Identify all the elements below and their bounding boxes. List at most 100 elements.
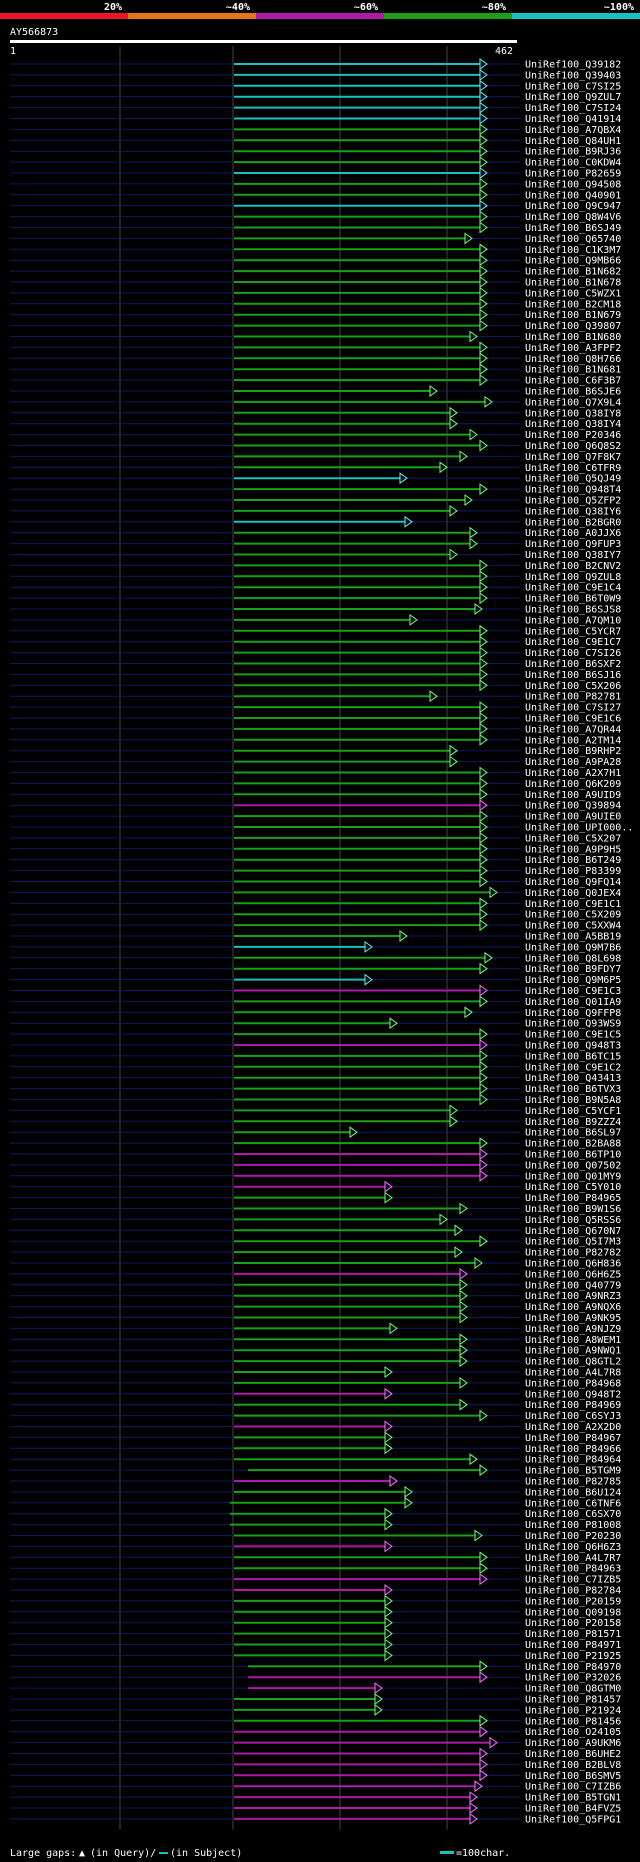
hit-label[interactable]: UniRef100_P81008 [525,1520,621,1531]
hit-row[interactable]: UniRef100_P84971 [10,1638,621,1652]
hit-label[interactable]: UniRef100_B1N682 [525,267,621,278]
hit-label[interactable]: UniRef100_A2X2D0 [525,1422,621,1433]
hit-row[interactable]: UniRef100_Q9C947 [10,199,621,213]
hit-label[interactable]: UniRef100_Q9ZUL8 [525,572,621,583]
hit-row[interactable]: UniRef100_Q9FFP8 [10,1006,621,1019]
hit-label[interactable]: UniRef100_Q8GTM0 [525,1684,621,1695]
hit-row[interactable]: UniRef100_C5Y010 [10,1180,621,1194]
hit-label[interactable]: UniRef100_Q6H836 [525,1259,621,1270]
hit-label[interactable]: UniRef100_B1N681 [525,365,621,376]
hit-label[interactable]: UniRef100_P81571 [525,1629,621,1640]
hit-row[interactable]: UniRef100_B4FVZ5 [10,1802,621,1815]
hit-row[interactable]: UniRef100_P20158 [10,1616,621,1630]
hit-row[interactable]: UniRef100_A9P9H5 [10,842,621,856]
hit-label[interactable]: UniRef100_B9RHP2 [525,746,621,757]
hit-label[interactable]: UniRef100_B6SMV5 [525,1771,621,1782]
hit-row[interactable]: UniRef100_Q40779 [10,1278,621,1292]
hit-row[interactable]: UniRef100_B2BA88 [10,1137,621,1150]
hit-label[interactable]: UniRef100_A9PA28 [525,757,621,768]
hit-label[interactable]: UniRef100_P20158 [525,1618,621,1629]
hit-label[interactable]: UniRef100_C7SI26 [525,648,621,659]
hit-label[interactable]: UniRef100_Q8H766 [525,354,621,365]
hit-row[interactable]: UniRef100_A9NWQ1 [10,1344,621,1357]
hit-label[interactable]: UniRef100_B2BGR0 [525,517,621,528]
hit-row[interactable]: UniRef100_P82781 [10,690,621,703]
hit-row[interactable]: UniRef100_Q38IY8 [10,406,621,420]
hit-row[interactable]: UniRef100_Q9FQ14 [10,875,621,889]
hit-row[interactable]: UniRef100_A2TM14 [10,733,621,747]
hit-label[interactable]: UniRef100_B6SJ49 [525,223,621,234]
hit-label[interactable]: UniRef100_P81456 [525,1716,621,1727]
hit-label[interactable]: UniRef100_P20230 [525,1531,621,1542]
hit-label[interactable]: UniRef100_Q09198 [525,1607,621,1618]
hit-row[interactable]: UniRef100_B1N678 [10,276,621,289]
hit-label[interactable]: UniRef100_P21925 [525,1651,621,1662]
hit-row[interactable]: UniRef100_B2BGR0 [10,515,621,529]
hit-label[interactable]: UniRef100_C9E1C6 [525,714,621,725]
hit-label[interactable]: UniRef100_P84968 [525,1378,621,1389]
hit-row[interactable]: UniRef100_P84965 [10,1191,621,1205]
hit-row[interactable]: UniRef100_A7QBX4 [10,123,621,136]
hit-label[interactable]: UniRef100_P84969 [525,1400,621,1411]
hit-label[interactable]: UniRef100_Q39894 [525,801,621,812]
hit-label[interactable]: UniRef100_Q5FPG1 [525,1814,621,1825]
hit-row[interactable]: UniRef100_P81456 [10,1714,621,1728]
hit-label[interactable]: UniRef100_B6TVX3 [525,1084,621,1095]
hit-row[interactable]: UniRef100_P21925 [10,1649,621,1662]
hit-row[interactable]: UniRef100_P82785 [10,1475,621,1488]
hit-row[interactable]: UniRef100_Q8L698 [10,951,621,965]
hit-label[interactable]: UniRef100_C7SI25 [525,81,621,92]
hit-row[interactable]: UniRef100_Q9MB66 [10,254,621,267]
hit-row[interactable]: UniRef100_P84966 [10,1442,621,1455]
hit-row[interactable]: UniRef100_P81571 [10,1627,621,1641]
hit-row[interactable]: UniRef100_A3FPF2 [10,341,621,354]
hit-label[interactable]: UniRef100_Q948T3 [525,1041,621,1052]
hit-row[interactable]: UniRef100_B6SL97 [10,1126,621,1139]
hit-label[interactable]: UniRef100_Q9C947 [525,201,621,212]
hit-label[interactable]: UniRef100_A7QM10 [525,615,621,626]
hit-label[interactable]: UniRef100_A2TM14 [525,735,621,746]
hit-label[interactable]: UniRef100_C5Y010 [525,1182,621,1193]
hit-row[interactable]: UniRef100_Q5FPG1 [10,1812,621,1826]
hit-label[interactable]: UniRef100_A3FPF2 [525,343,621,354]
hit-row[interactable]: UniRef100_P84968 [10,1376,621,1390]
hit-label[interactable]: UniRef100_B6T249 [525,855,621,866]
hit-label[interactable]: UniRef100_Q9FUP3 [525,539,621,550]
hit-label[interactable]: UniRef100_B1N679 [525,310,621,321]
hit-row[interactable]: UniRef100_Q5RSS6 [10,1213,621,1226]
hit-row[interactable]: UniRef100_Q6K209 [10,777,621,790]
hit-row[interactable]: UniRef100_A4L7R7 [10,1551,621,1564]
hit-label[interactable]: UniRef100_Q5RSS6 [525,1215,621,1226]
hit-label[interactable]: UniRef100_A5BB19 [525,932,621,943]
hit-row[interactable]: UniRef100_A9NRZ3 [10,1289,621,1303]
hit-label[interactable]: UniRef100_Q9FQ14 [525,877,621,888]
hit-label[interactable]: UniRef100_A9NQX6 [525,1302,621,1313]
hit-label[interactable]: UniRef100_A9P9H5 [525,844,621,855]
hit-label[interactable]: UniRef100_Q8W4V6 [525,212,621,223]
hit-row[interactable]: UniRef100_A9UIE0 [10,810,621,823]
hit-label[interactable]: UniRef100_Q39807 [525,321,621,332]
hit-label[interactable]: UniRef100_B6SJ16 [525,670,621,681]
hit-row[interactable]: UniRef100_B9RJ36 [10,145,621,158]
hit-label[interactable]: UniRef100_Q93WS9 [525,1019,621,1030]
hit-row[interactable]: UniRef100_Q40901 [10,188,621,202]
hit-row[interactable]: UniRef100_A9UID9 [10,788,621,801]
hit-label[interactable]: UniRef100_A7QR44 [525,724,621,735]
hit-row[interactable]: UniRef100_P82784 [10,1584,621,1597]
hit-row[interactable]: UniRef100_B6SJ49 [10,221,621,235]
hit-label[interactable]: UniRef100_B6U124 [525,1487,621,1498]
hit-label[interactable]: UniRef100_P81457 [525,1695,621,1706]
hit-row[interactable]: UniRef100_C5X209 [10,908,621,921]
hit-row[interactable]: UniRef100_Q8GTM0 [10,1682,621,1695]
hit-row[interactable]: UniRef100_P81008 [10,1518,621,1532]
hit-label[interactable]: UniRef100_C7SI24 [525,103,621,114]
hit-row[interactable]: UniRef100_Q41914 [10,112,621,126]
hit-row[interactable]: UniRef100_B9FDY7 [10,962,621,976]
hit-label[interactable]: UniRef100_Q948T4 [525,485,621,496]
hit-label[interactable]: UniRef100_Q6H6Z3 [525,1542,621,1553]
hit-label[interactable]: UniRef100_Q5I7M3 [525,1237,621,1248]
hit-label[interactable]: UniRef100_B2CNV2 [525,561,621,572]
hit-row[interactable]: UniRef100_C9E1C7 [10,635,621,649]
hit-label[interactable]: UniRef100_C6TNF6 [525,1498,621,1509]
hit-row[interactable]: UniRef100_C7SI27 [10,701,621,714]
